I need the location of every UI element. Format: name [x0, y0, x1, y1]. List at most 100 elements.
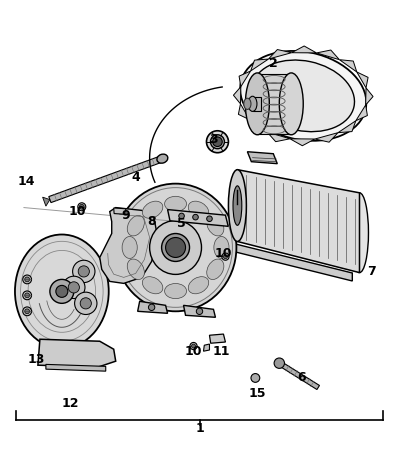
Text: 10: 10	[69, 205, 87, 218]
Ellipse shape	[157, 154, 168, 163]
Circle shape	[166, 238, 186, 257]
Circle shape	[193, 214, 198, 220]
Polygon shape	[292, 46, 316, 53]
Polygon shape	[203, 344, 209, 351]
Ellipse shape	[115, 184, 236, 311]
Polygon shape	[233, 244, 352, 281]
Polygon shape	[38, 339, 116, 367]
Text: 14: 14	[17, 175, 35, 188]
Ellipse shape	[164, 284, 186, 299]
Polygon shape	[290, 139, 315, 146]
Ellipse shape	[222, 253, 229, 260]
Polygon shape	[315, 133, 338, 142]
Ellipse shape	[228, 170, 246, 241]
Text: 3: 3	[209, 133, 218, 146]
Circle shape	[251, 373, 260, 382]
Ellipse shape	[23, 307, 32, 316]
Ellipse shape	[244, 98, 251, 109]
Circle shape	[78, 266, 89, 277]
Polygon shape	[340, 60, 357, 72]
Polygon shape	[238, 104, 250, 120]
Circle shape	[68, 282, 79, 293]
Circle shape	[207, 216, 212, 221]
Ellipse shape	[73, 260, 95, 283]
Polygon shape	[338, 121, 356, 133]
Text: 4: 4	[131, 171, 140, 184]
Polygon shape	[233, 87, 241, 104]
Polygon shape	[247, 152, 277, 164]
Polygon shape	[239, 71, 251, 87]
Polygon shape	[257, 74, 291, 134]
Text: 1: 1	[195, 422, 204, 435]
Ellipse shape	[122, 237, 137, 258]
Circle shape	[25, 309, 30, 314]
Ellipse shape	[127, 216, 144, 236]
Polygon shape	[168, 209, 228, 226]
Polygon shape	[138, 301, 168, 314]
Text: 7: 7	[367, 265, 375, 278]
Ellipse shape	[188, 276, 209, 294]
Ellipse shape	[164, 196, 186, 211]
Polygon shape	[250, 120, 267, 132]
Ellipse shape	[207, 131, 228, 153]
Ellipse shape	[63, 276, 85, 299]
Circle shape	[196, 308, 203, 314]
Polygon shape	[253, 96, 261, 111]
Polygon shape	[267, 132, 290, 142]
Ellipse shape	[211, 135, 224, 149]
Text: 6: 6	[297, 371, 306, 384]
Ellipse shape	[23, 275, 32, 284]
Ellipse shape	[350, 193, 369, 273]
Text: 10: 10	[215, 247, 232, 260]
Circle shape	[79, 204, 84, 209]
Ellipse shape	[214, 237, 229, 258]
Text: 9: 9	[121, 209, 130, 222]
Text: 11: 11	[213, 345, 230, 358]
Polygon shape	[357, 72, 368, 88]
Circle shape	[213, 137, 222, 146]
Polygon shape	[356, 105, 367, 121]
Circle shape	[179, 213, 184, 219]
Polygon shape	[278, 361, 320, 390]
Polygon shape	[43, 197, 50, 206]
Ellipse shape	[245, 73, 269, 135]
Text: 2: 2	[269, 57, 278, 70]
Text: 12: 12	[61, 397, 79, 409]
Circle shape	[148, 304, 155, 311]
Polygon shape	[209, 334, 225, 343]
Ellipse shape	[188, 201, 209, 219]
Ellipse shape	[240, 51, 366, 141]
Text: 15: 15	[249, 388, 266, 400]
Circle shape	[25, 277, 30, 282]
Ellipse shape	[23, 291, 32, 300]
Polygon shape	[184, 305, 215, 317]
Ellipse shape	[142, 201, 163, 219]
Ellipse shape	[252, 60, 354, 132]
Polygon shape	[269, 49, 292, 59]
Polygon shape	[49, 156, 164, 203]
Ellipse shape	[162, 234, 190, 261]
Ellipse shape	[15, 235, 109, 348]
Circle shape	[223, 255, 227, 259]
Polygon shape	[114, 208, 126, 214]
Ellipse shape	[233, 186, 242, 225]
Polygon shape	[366, 88, 373, 105]
Text: 8: 8	[147, 215, 156, 228]
Circle shape	[274, 358, 284, 369]
Ellipse shape	[127, 259, 144, 279]
Text: 10: 10	[185, 345, 202, 358]
Polygon shape	[316, 50, 340, 60]
Text: 5: 5	[177, 217, 186, 230]
Circle shape	[192, 344, 196, 348]
Ellipse shape	[142, 276, 163, 294]
Circle shape	[25, 293, 30, 298]
Ellipse shape	[279, 73, 303, 135]
Polygon shape	[251, 59, 269, 71]
Ellipse shape	[207, 259, 224, 279]
Polygon shape	[237, 170, 359, 273]
Text: 13: 13	[27, 353, 45, 366]
Circle shape	[50, 279, 74, 304]
Ellipse shape	[207, 216, 224, 236]
Ellipse shape	[248, 96, 257, 112]
Polygon shape	[100, 208, 158, 284]
